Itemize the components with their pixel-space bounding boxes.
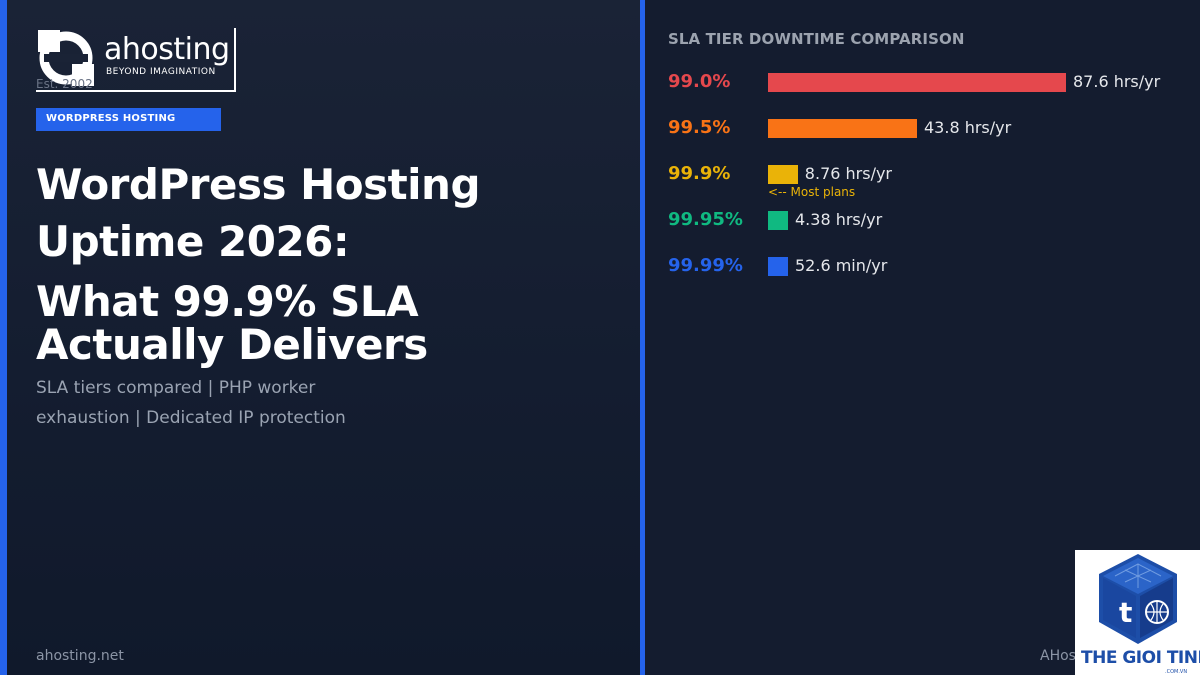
bar-value-label: 87.6 hrs/yr — [1073, 72, 1161, 91]
downtime-bar — [768, 257, 788, 276]
brand-tagline: BEYOND IMAGINATION — [106, 67, 216, 77]
downtime-bar — [768, 165, 798, 184]
downtime-bar — [768, 211, 788, 230]
downtime-bar — [768, 73, 1066, 92]
brand-logo[interactable]: ahosting BEYOND IMAGINATION — [36, 28, 236, 92]
svg-text:t: t — [1119, 596, 1132, 629]
category-badge: WORDPRESS HOSTING — [36, 108, 221, 131]
tier-label: 99.95% — [668, 209, 743, 230]
brand-name: ahosting — [104, 32, 230, 67]
tier-label: 99.9% — [668, 163, 731, 184]
downtime-chart: 99.0% 87.6 hrs/yr 99.5% 43.8 hrs/yr 99.9% 8.7… — [668, 60, 1188, 300]
title-line-2: Uptime 2026: — [36, 217, 350, 266]
left-accent-bar — [0, 0, 7, 675]
watermark-text: THE GIOI TINHOC — [1081, 648, 1200, 668]
bar-value-label: 8.76 hrs/yr — [804, 164, 892, 183]
footer-right-text: AHos — [1040, 648, 1076, 664]
downtime-bar — [768, 119, 917, 138]
watermark-subtext: .COM.VN — [1165, 669, 1188, 675]
tier-label: 99.5% — [668, 117, 731, 138]
established-label: Est. 2002 — [36, 77, 93, 91]
title-line-1: WordPress Hosting — [36, 160, 481, 209]
bar-value-label: 4.38 hrs/yr — [795, 210, 883, 229]
subtitle: SLA tiers compared | PHP worker exhausti… — [36, 378, 346, 428]
watermark-badge: t THE GIOI TINHOC .COM.VN — [1075, 550, 1200, 675]
cube-logo-icon: t — [1099, 554, 1177, 644]
chart-title: SLA TIER DOWNTIME COMPARISON — [668, 30, 965, 48]
title-line-3: What 99.9% SLA — [36, 277, 419, 326]
tier-label: 99.0% — [668, 71, 731, 92]
title-line-4: Actually Delivers — [36, 320, 428, 369]
bar-value-label: 52.6 min/yr — [795, 256, 888, 275]
panel-divider — [640, 0, 645, 675]
bar-value-label: 43.8 hrs/yr — [924, 118, 1012, 137]
page-title: WordPress Hosting Uptime 2026: What 99.9… — [36, 156, 556, 373]
tier-label: 99.99% — [668, 255, 743, 276]
chart-annotation: <-- Most plans — [768, 185, 856, 199]
footer-domain[interactable]: ahosting.net — [36, 648, 124, 664]
ahosting-logo-icon — [38, 30, 94, 86]
